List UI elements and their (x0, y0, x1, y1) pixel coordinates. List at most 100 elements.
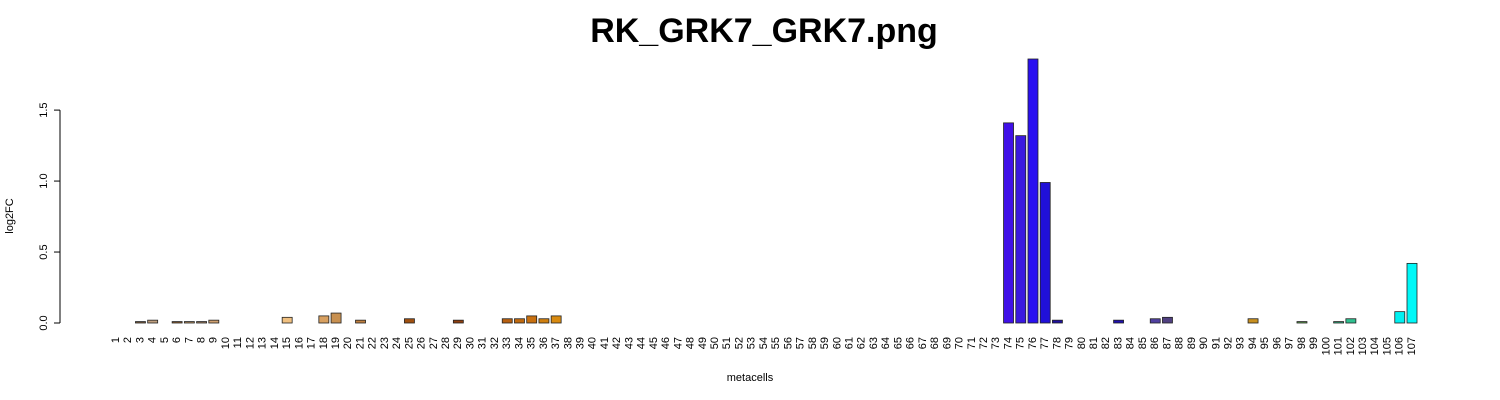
x-tick-label: 10 (220, 337, 232, 349)
x-tick-label: 37 (550, 337, 562, 349)
bar (550, 315, 562, 324)
bar (514, 318, 525, 324)
x-tick-label: 40 (587, 337, 599, 349)
bar (183, 321, 195, 324)
y-tick-label: 0.5 (38, 244, 50, 259)
x-tick-label: 19 (330, 337, 342, 349)
x-tick-label: 81 (1088, 337, 1100, 349)
x-tick-label: 35 (526, 337, 538, 349)
x-tick-label: 58 (807, 337, 819, 349)
x-tick-label: 60 (831, 337, 843, 349)
x-tick-label: 54 (758, 337, 770, 349)
bar (171, 321, 183, 324)
x-tick-label: 30 (464, 337, 476, 349)
x-tick-label: 79 (1064, 337, 1076, 349)
bar (318, 315, 330, 324)
x-tick-label: 4 (147, 337, 159, 343)
x-tick-label: 71 (966, 337, 978, 349)
x-tick-label: 44 (636, 337, 648, 349)
x-tick-label: 7 (183, 337, 195, 343)
x-tick-label: 24 (391, 337, 403, 349)
x-tick-label: 70 (954, 337, 966, 349)
x-tick-label: 77 (1039, 337, 1051, 349)
x-tick-label: 105 (1381, 337, 1393, 355)
x-tick-label: 93 (1235, 337, 1247, 349)
x-tick-label: 15 (281, 337, 293, 349)
x-tick-label: 92 (1223, 337, 1235, 349)
x-tick-label: 97 (1284, 337, 1296, 349)
x-tick-label: 84 (1125, 337, 1137, 349)
x-tick-label: 16 (293, 337, 305, 349)
x-tick-label: 99 (1308, 337, 1320, 349)
x-tick-label: 34 (513, 337, 525, 349)
x-tick-label: 68 (929, 337, 941, 349)
x-tick-label: 106 (1394, 337, 1406, 355)
x-tick-label: 20 (342, 337, 354, 349)
bar (1027, 58, 1039, 324)
x-tick-label: 103 (1357, 337, 1369, 355)
bar (1296, 321, 1308, 324)
x-tick-label: 3 (134, 337, 146, 343)
x-tick-label: 5 (159, 337, 171, 343)
x-tick-label: 26 (416, 337, 428, 349)
x-tick-label: 102 (1345, 337, 1357, 355)
x-tick-label: 55 (770, 337, 782, 349)
x-tick-label: 31 (477, 337, 489, 349)
bar (281, 316, 293, 324)
x-tick-label: 72 (978, 337, 990, 349)
bar (1247, 318, 1259, 324)
bar (135, 321, 146, 324)
x-tick-label: 17 (306, 337, 318, 349)
bar (1162, 316, 1173, 324)
bar (452, 319, 464, 324)
x-tick-label: 14 (269, 337, 281, 349)
x-tick-label: 52 (733, 337, 745, 349)
x-tick-label: 6 (171, 337, 183, 343)
x-tick-label: 83 (1112, 337, 1124, 349)
x-tick-label: 49 (697, 337, 709, 349)
x-tick-label: 32 (489, 337, 501, 349)
bar (355, 319, 366, 324)
x-tick-label: 46 (660, 337, 672, 349)
x-tick-label: 38 (562, 337, 574, 349)
bar (147, 319, 159, 324)
x-tick-label: 74 (1002, 337, 1014, 349)
x-tick-label: 39 (575, 337, 587, 349)
x-tick-label: 1 (110, 337, 122, 343)
x-tick-label: 86 (1149, 337, 1161, 349)
bar (1345, 318, 1357, 324)
x-tick-label: 27 (428, 337, 440, 349)
x-tick-label: 75 (1015, 337, 1027, 349)
bar (1394, 311, 1406, 324)
x-tick-label: 63 (868, 337, 880, 349)
x-tick-label: 8 (195, 337, 207, 343)
x-tick-label: 57 (795, 337, 807, 349)
y-tick-label: 1.5 (38, 102, 50, 117)
x-tick-label: 82 (1100, 337, 1112, 349)
bar (1149, 318, 1161, 324)
x-tick-label: 88 (1174, 337, 1186, 349)
bar (1406, 262, 1418, 324)
x-tick-label: 9 (208, 337, 220, 343)
x-tick-label: 29 (452, 337, 464, 349)
x-tick-label: 62 (856, 337, 868, 349)
x-tick-label: 85 (1137, 337, 1149, 349)
bar (1052, 319, 1063, 324)
x-tick-label: 104 (1369, 337, 1381, 355)
x-tick-label: 107 (1406, 337, 1418, 355)
x-tick-label: 11 (232, 337, 244, 348)
x-tick-label: 47 (672, 337, 684, 349)
bar (404, 318, 415, 324)
x-tick-label: 56 (782, 337, 794, 349)
x-tick-label: 65 (892, 337, 904, 349)
x-tick-label: 21 (354, 337, 366, 349)
x-tick-label: 43 (623, 337, 635, 349)
y-tick-label: 0.0 (38, 315, 50, 330)
bar (1333, 321, 1345, 324)
x-tick-label: 23 (379, 337, 391, 349)
x-tick-label: 90 (1198, 337, 1210, 349)
chart-title: RK_GRK7_GRK7.png (590, 12, 938, 50)
x-tick-label: 13 (257, 337, 269, 349)
bar (1039, 182, 1051, 324)
